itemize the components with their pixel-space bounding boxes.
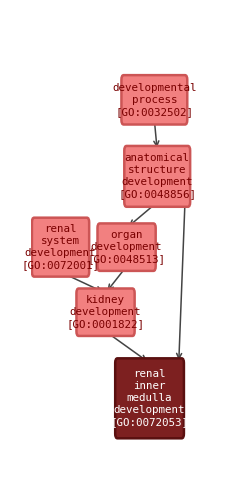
Text: renal
inner
medulla
development
[GO:0072053]: renal inner medulla development [GO:0072…	[111, 369, 188, 427]
FancyBboxPatch shape	[98, 224, 156, 271]
Text: renal
system
development
[GO:0072001]: renal system development [GO:0072001]	[21, 224, 100, 270]
FancyBboxPatch shape	[124, 146, 190, 207]
Text: organ
development
[GO:0048513]: organ development [GO:0048513]	[88, 230, 165, 264]
FancyBboxPatch shape	[115, 358, 184, 438]
Text: kidney
development
[GO:0001822]: kidney development [GO:0001822]	[66, 295, 144, 329]
Text: anatomical
structure
development
[GO:0048856]: anatomical structure development [GO:004…	[118, 154, 196, 199]
Text: developmental
process
[GO:0032502]: developmental process [GO:0032502]	[112, 83, 197, 117]
FancyBboxPatch shape	[32, 218, 89, 277]
FancyBboxPatch shape	[76, 288, 135, 336]
FancyBboxPatch shape	[122, 75, 187, 125]
